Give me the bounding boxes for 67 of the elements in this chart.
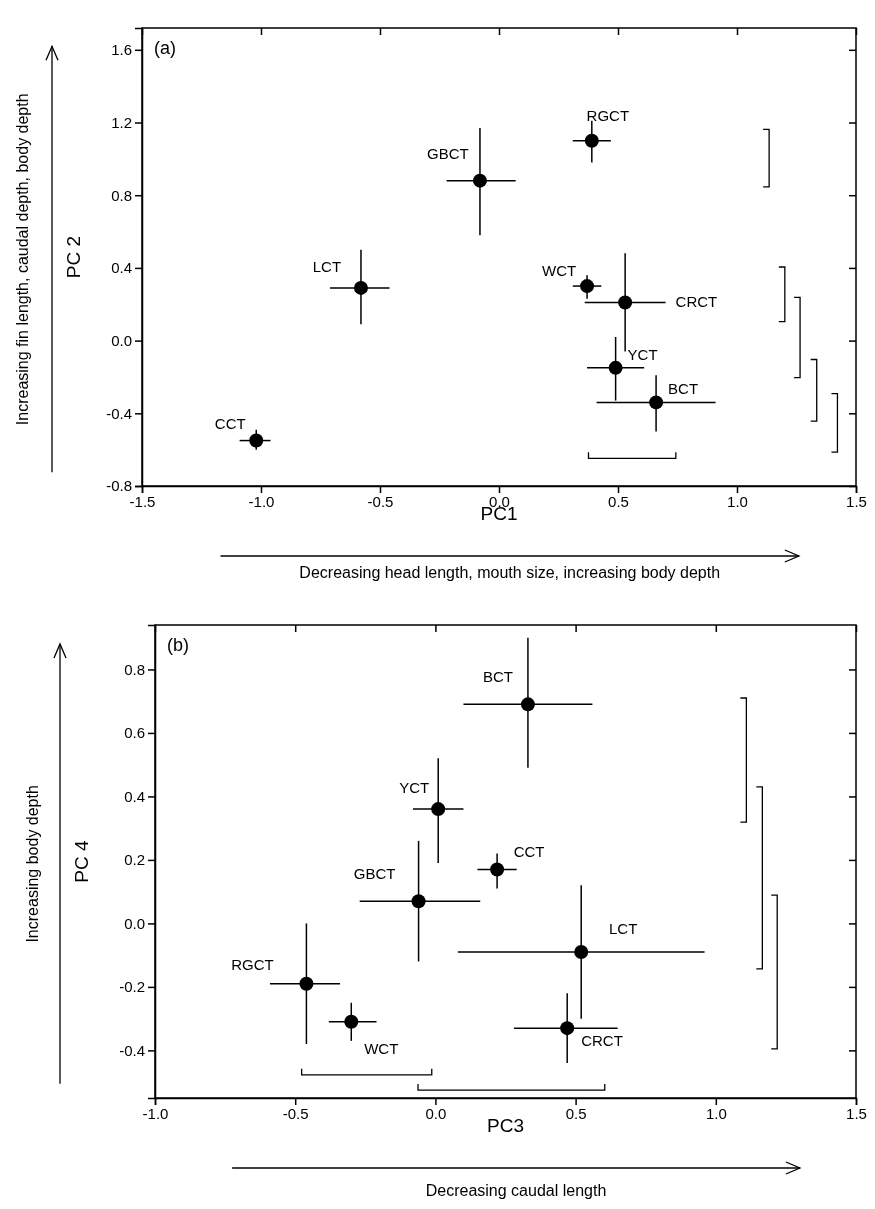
x-tick-label: -1.0 (248, 492, 275, 510)
series-label: WCT (364, 1039, 399, 1057)
point (299, 976, 314, 991)
x-tick-label: 1.5 (846, 492, 867, 510)
point (411, 894, 426, 909)
y-tick-label: 0.6 (124, 724, 145, 742)
series-label: GBCT (427, 144, 469, 162)
text: (b) (167, 635, 189, 655)
x-tick-label: -0.5 (282, 1104, 309, 1122)
y-tick-label: 0.0 (111, 331, 132, 349)
y-tick-label: 0.8 (124, 660, 145, 678)
series-label: LCT (609, 919, 638, 937)
x-tick-label: 0.5 (565, 1104, 587, 1122)
y-axis-title: PC 4 (71, 839, 92, 883)
series-label: WCT (541, 262, 577, 280)
point (353, 280, 368, 295)
x-tick-label: 0.0 (425, 1104, 447, 1122)
point (584, 133, 599, 148)
text: (a) (154, 38, 176, 58)
y-tick-label: -0.4 (106, 404, 132, 422)
series-label: YCT (399, 779, 430, 797)
text: CRCT (675, 293, 718, 311)
point (344, 1014, 359, 1029)
text: Increasing body depth (24, 785, 41, 943)
series-label: RGCT (231, 955, 274, 973)
text: Decreasing head length, mouth size, increasing body depth (299, 564, 721, 581)
point (490, 862, 505, 877)
y-tick-label: 0.0 (124, 914, 145, 932)
text: Decreasing caudal length (425, 1182, 607, 1199)
series-label: LCT (312, 257, 342, 275)
series-label: GBCT (353, 865, 396, 883)
y-tick-label: 0.8 (111, 186, 132, 204)
x-tick-label: -0.5 (367, 492, 394, 510)
series-label: RGCT (586, 106, 630, 124)
x-axis-title: PC3 (487, 1115, 524, 1136)
series-label: CCT (513, 843, 545, 861)
point (431, 802, 446, 817)
point (608, 360, 623, 375)
y-tick-label: 1.2 (111, 113, 132, 131)
text: Increasing fin length, caudal depth, body depth (14, 93, 31, 426)
point (618, 295, 633, 310)
y-tick-label: -0.8 (106, 477, 132, 495)
series-label: YCT (627, 345, 658, 363)
point (472, 173, 487, 188)
point (560, 1021, 575, 1036)
y-tick-label: 0.4 (111, 259, 132, 277)
series-label: BCT (482, 668, 513, 686)
x-tick-label: 0.5 (608, 492, 629, 510)
point (649, 395, 664, 410)
y-tick-label: 1.6 (111, 41, 132, 59)
x-tick-label: 1.0 (705, 1104, 727, 1122)
y-tick-label: 0.4 (124, 787, 145, 805)
series-label: BCT (668, 380, 699, 398)
point (520, 697, 535, 712)
x-tick-label: 1.0 (727, 492, 748, 510)
y-tick-label: -0.2 (119, 978, 145, 996)
y-tick-label: -0.4 (119, 1041, 145, 1059)
point (580, 279, 595, 294)
series-label: CCT (214, 414, 246, 432)
x-tick-label: 1.5 (846, 1104, 867, 1122)
x-tick-label: -1.0 (142, 1104, 169, 1122)
point (574, 944, 589, 959)
y-axis-title: PC 2 (63, 235, 84, 279)
x-tick-label: -1.5 (129, 492, 156, 510)
y-tick-label: 0.2 (124, 851, 145, 869)
point (249, 433, 264, 448)
series-label: CRCT (581, 1032, 623, 1050)
